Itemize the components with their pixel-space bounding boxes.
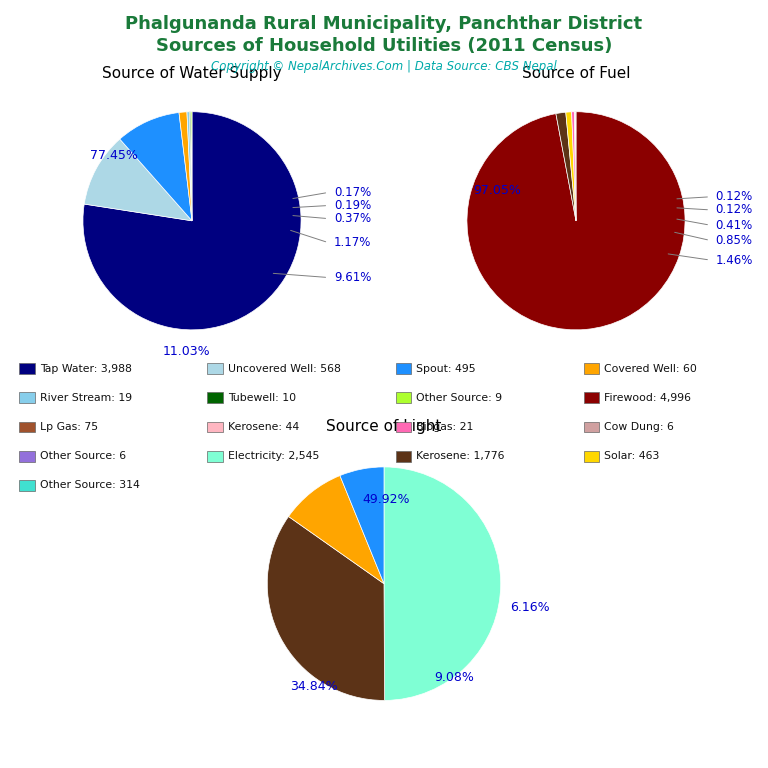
Text: 11.03%: 11.03% (163, 345, 210, 358)
Text: Cow Dung: 6: Cow Dung: 6 (604, 422, 674, 432)
Wedge shape (179, 112, 192, 221)
Text: Kerosene: 1,776: Kerosene: 1,776 (416, 451, 505, 462)
Wedge shape (187, 112, 192, 221)
Text: 1.17%: 1.17% (334, 236, 371, 249)
Wedge shape (190, 112, 192, 221)
Text: Tap Water: 3,988: Tap Water: 3,988 (40, 363, 132, 374)
Wedge shape (575, 111, 576, 221)
Text: Tubewell: 10: Tubewell: 10 (228, 392, 296, 403)
Text: Copyright © NepalArchives.Com | Data Source: CBS Nepal: Copyright © NepalArchives.Com | Data Sou… (211, 60, 557, 73)
Wedge shape (267, 517, 385, 700)
Text: Lp Gas: 75: Lp Gas: 75 (40, 422, 98, 432)
Text: 0.17%: 0.17% (334, 186, 371, 199)
Text: Other Source: 9: Other Source: 9 (416, 392, 502, 403)
Text: 9.61%: 9.61% (334, 271, 371, 284)
Text: 0.12%: 0.12% (716, 190, 753, 204)
Wedge shape (340, 467, 384, 584)
Text: 9.08%: 9.08% (434, 670, 474, 684)
Text: Other Source: 314: Other Source: 314 (40, 480, 140, 491)
Text: Covered Well: 60: Covered Well: 60 (604, 363, 697, 374)
Text: 0.41%: 0.41% (716, 219, 753, 232)
Text: 97.05%: 97.05% (474, 184, 521, 197)
Text: Kerosene: 44: Kerosene: 44 (228, 422, 300, 432)
Title: Source of Fuel: Source of Fuel (521, 65, 631, 81)
Text: Spout: 495: Spout: 495 (416, 363, 476, 374)
Text: 0.37%: 0.37% (334, 212, 371, 225)
Title: Source of Light: Source of Light (326, 419, 442, 434)
Wedge shape (574, 112, 576, 221)
Text: 77.45%: 77.45% (90, 149, 137, 162)
Wedge shape (467, 111, 685, 329)
Title: Source of Water Supply: Source of Water Supply (102, 65, 282, 81)
Text: 34.84%: 34.84% (290, 680, 338, 693)
Wedge shape (84, 139, 192, 221)
Wedge shape (120, 113, 192, 221)
Text: 0.19%: 0.19% (334, 199, 371, 212)
Wedge shape (566, 112, 576, 221)
Wedge shape (83, 111, 301, 329)
Text: Solar: 463: Solar: 463 (604, 451, 660, 462)
Text: Firewood: 4,996: Firewood: 4,996 (604, 392, 691, 403)
Text: 49.92%: 49.92% (362, 493, 410, 506)
Wedge shape (556, 112, 576, 221)
Wedge shape (190, 111, 192, 221)
Text: 6.16%: 6.16% (510, 601, 550, 614)
Text: 1.46%: 1.46% (716, 253, 753, 266)
Wedge shape (384, 467, 501, 700)
Text: Electricity: 2,545: Electricity: 2,545 (228, 451, 319, 462)
Text: Biogas: 21: Biogas: 21 (416, 422, 474, 432)
Wedge shape (571, 112, 576, 221)
Text: Other Source: 6: Other Source: 6 (40, 451, 126, 462)
Wedge shape (289, 475, 384, 584)
Text: 0.12%: 0.12% (716, 204, 753, 217)
Text: Uncovered Well: 568: Uncovered Well: 568 (228, 363, 341, 374)
Text: 0.85%: 0.85% (716, 234, 753, 247)
Text: Phalgunanda Rural Municipality, Panchthar District: Phalgunanda Rural Municipality, Panchtha… (125, 15, 643, 33)
Text: River Stream: 19: River Stream: 19 (40, 392, 132, 403)
Text: Sources of Household Utilities (2011 Census): Sources of Household Utilities (2011 Cen… (156, 37, 612, 55)
